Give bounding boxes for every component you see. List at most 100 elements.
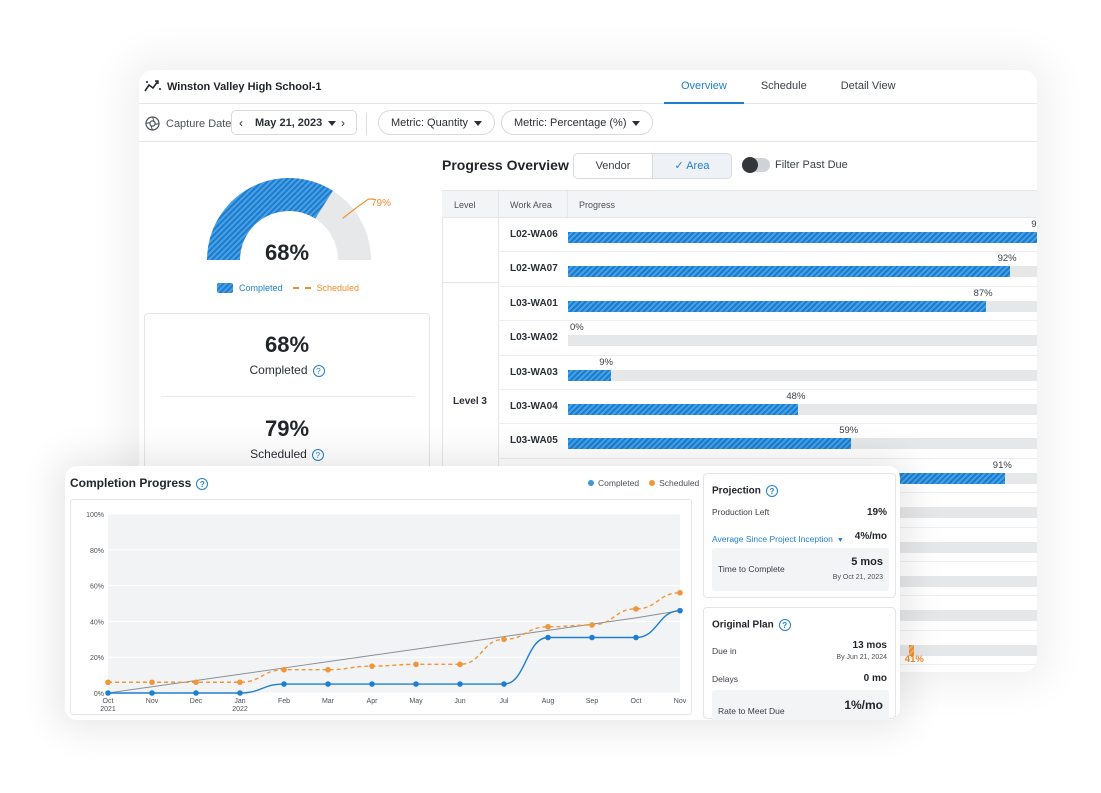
project-title: Winston Valley High School-1 xyxy=(167,81,322,93)
work-area-cell: L02-WA06 xyxy=(510,229,558,240)
segment-vendor[interactable]: Vendor xyxy=(595,160,631,172)
scheduled-point xyxy=(237,679,243,686)
help-icon[interactable]: ? xyxy=(196,477,209,490)
x-tick-label: Mar xyxy=(322,698,335,705)
kpi-scheduled-label: Scheduled? xyxy=(145,447,429,461)
help-icon[interactable]: ? xyxy=(311,448,324,461)
x-tick-label: Jan xyxy=(234,698,245,705)
original-plan-panel: Original Plan? Due in 13 mos By Jun 21, … xyxy=(703,607,896,720)
completed-point xyxy=(237,690,243,696)
work-area-cell: L02-WA07 xyxy=(510,263,558,275)
progress-bar-fill xyxy=(568,266,1010,278)
tab-schedule[interactable]: Schedule xyxy=(760,80,807,92)
help-icon[interactable]: ? xyxy=(312,364,325,377)
progress-bar-fill xyxy=(909,644,914,656)
table-row[interactable]: L03-WA01 87% xyxy=(498,287,1037,322)
x-tick-year: 2021 xyxy=(100,706,116,713)
progress-overview-title: Progress Overview xyxy=(442,157,569,173)
tab-detail-view[interactable]: Detail View xyxy=(840,80,896,92)
rate-row: Rate to Meet Due 1%/mo xyxy=(712,690,889,720)
average-value: 4%/mo xyxy=(854,531,887,542)
divider xyxy=(161,396,415,397)
filter-past-due-label: Filter Past Due xyxy=(775,159,848,171)
progress-percent-label: 9% xyxy=(599,356,613,368)
gauge-percent: 68% xyxy=(264,240,310,265)
completed-point xyxy=(633,634,639,641)
date-picker[interactable]: ‹ May 21, 2023 › xyxy=(231,110,357,135)
scheduled-point xyxy=(457,661,463,668)
progress-bar-track xyxy=(568,438,1037,450)
progress-percent-label: 87% xyxy=(973,287,993,299)
chevron-right-icon[interactable]: › xyxy=(341,116,345,130)
completed-swatch xyxy=(217,283,233,293)
table-header: Level Work Area Progress xyxy=(442,190,1037,218)
date-value[interactable]: May 21, 2023 xyxy=(255,117,337,129)
x-tick-label: Feb xyxy=(278,698,290,705)
gauge-scheduled-marker xyxy=(342,198,375,219)
x-tick-year: 2022 xyxy=(232,706,248,713)
help-icon[interactable]: ? xyxy=(765,485,778,497)
x-tick-label: Apr xyxy=(367,698,379,705)
capture-icon xyxy=(145,116,160,131)
segment-area[interactable]: ✓ Area xyxy=(652,154,731,178)
work-area-cell: L03-WA03 xyxy=(510,366,558,378)
y-tick-label: 0% xyxy=(94,691,104,698)
filter-past-due-toggle[interactable] xyxy=(742,157,770,173)
caret-down-icon: ▼ xyxy=(836,537,844,544)
progress-percent-label: 41% xyxy=(904,653,924,665)
scheduled-point xyxy=(193,679,199,686)
caret-down-icon xyxy=(474,120,483,126)
table-row[interactable]: L03-WA05 59% xyxy=(498,424,1037,459)
toggle-knob xyxy=(742,157,758,173)
metric-percentage-dropdown[interactable]: Metric: Percentage (%) xyxy=(501,110,654,135)
y-tick-label: 80% xyxy=(90,548,104,555)
x-tick-label: Dec xyxy=(190,698,203,705)
completed-point xyxy=(325,681,331,687)
capture-date-label: Capture Date xyxy=(166,118,232,130)
y-tick-label: 60% xyxy=(90,584,104,591)
completion-progress-title: Completion Progress? xyxy=(70,476,209,490)
caret-down-icon xyxy=(328,120,337,126)
scheduled-point xyxy=(545,623,551,630)
progress-percent-label: 59% xyxy=(839,425,859,437)
rate-label: Rate to Meet Due xyxy=(718,706,785,716)
progress-bar-fill xyxy=(568,232,1037,243)
caret-down-icon xyxy=(632,120,641,126)
time-to-complete-row: Time to Complete 5 mos By Oct 21, 2023 xyxy=(712,548,889,591)
progress-bar-fill xyxy=(568,300,986,312)
gauge-scheduled-label: 79% xyxy=(371,198,392,209)
delays-value: 0 mo xyxy=(863,673,887,684)
gauge-completed-arc xyxy=(207,178,333,260)
average-dropdown[interactable]: Average Since Project Inception ▼ xyxy=(712,534,844,544)
progress-bar-track xyxy=(568,266,1037,278)
completed-point xyxy=(369,681,375,687)
legend-scheduled: Scheduled xyxy=(659,478,700,488)
legend-scheduled: Scheduled xyxy=(316,283,360,293)
table-row[interactable]: L02-WA06 99% xyxy=(498,218,1037,253)
table-row[interactable]: L03-WA04 48% xyxy=(498,390,1037,425)
tab-overview[interactable]: Overview xyxy=(664,70,744,104)
metric-quantity-dropdown[interactable]: Metric: Quantity xyxy=(378,110,496,135)
table-row[interactable]: L03-WA02 0% xyxy=(498,321,1037,356)
x-tick-label: Jun xyxy=(454,698,465,705)
divider xyxy=(567,191,568,217)
progress-bar-track xyxy=(568,232,1037,243)
help-icon[interactable]: ? xyxy=(778,619,791,631)
x-tick-label: Sep xyxy=(586,698,599,705)
completed-point xyxy=(589,634,595,641)
completed-point xyxy=(105,690,111,696)
progress-bar-fill xyxy=(568,404,798,415)
divider xyxy=(498,218,499,672)
table-row[interactable]: L03-WA03 9% xyxy=(498,356,1037,390)
progress-bar-track xyxy=(568,369,1037,381)
table-row[interactable]: L02-WA07 92% xyxy=(498,252,1037,287)
progress-gauge xyxy=(207,178,375,260)
scheduled-point xyxy=(501,636,507,643)
chevron-left-icon[interactable]: ‹ xyxy=(239,116,243,130)
y-tick-label: 40% xyxy=(90,619,104,626)
scheduled-point xyxy=(325,666,331,673)
delays-label: Delays xyxy=(712,674,738,684)
completed-point xyxy=(677,607,683,614)
view-tabs: Overview Schedule Detail View xyxy=(664,70,913,104)
